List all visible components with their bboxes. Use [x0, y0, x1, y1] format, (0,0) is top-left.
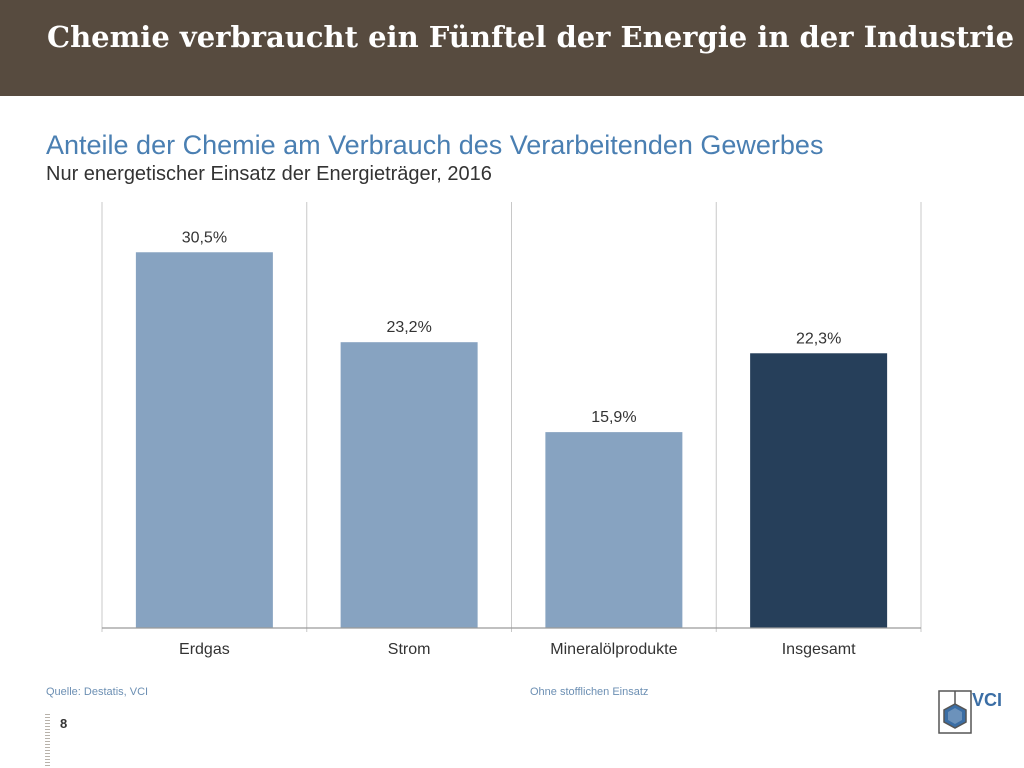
- bar-strom: [340, 342, 478, 628]
- chart-subtitle: Nur energetischer Einsatz der Energieträ…: [46, 163, 492, 185]
- header-band: [0, 0, 1024, 96]
- bar-mineralölprodukte: [545, 432, 683, 628]
- category-label: Strom: [388, 641, 431, 658]
- data-label: 15,9%: [591, 409, 636, 426]
- footnote: Ohne stofflichen Einsatz: [530, 686, 649, 698]
- data-label: 23,2%: [386, 319, 431, 336]
- category-label: Erdgas: [179, 641, 230, 658]
- vci-logo-icon: [938, 690, 972, 734]
- category-label: Insgesamt: [782, 641, 856, 658]
- side-rule-decoration: [45, 714, 50, 768]
- slide-title: Chemie verbraucht ein Fünftel der Energi…: [47, 20, 1015, 54]
- page-number: 8: [60, 716, 68, 731]
- category-label: Mineralölprodukte: [550, 641, 677, 658]
- logo-text: VCI: [972, 690, 1003, 710]
- bar-insgesamt: [750, 353, 888, 628]
- data-label: 30,5%: [182, 229, 227, 246]
- chart-title: Anteile der Chemie am Verbrauch des Vera…: [46, 130, 824, 160]
- data-label: 22,3%: [796, 330, 841, 347]
- bar-erdgas: [135, 252, 273, 628]
- source-note: Quelle: Destatis, VCI: [46, 686, 149, 698]
